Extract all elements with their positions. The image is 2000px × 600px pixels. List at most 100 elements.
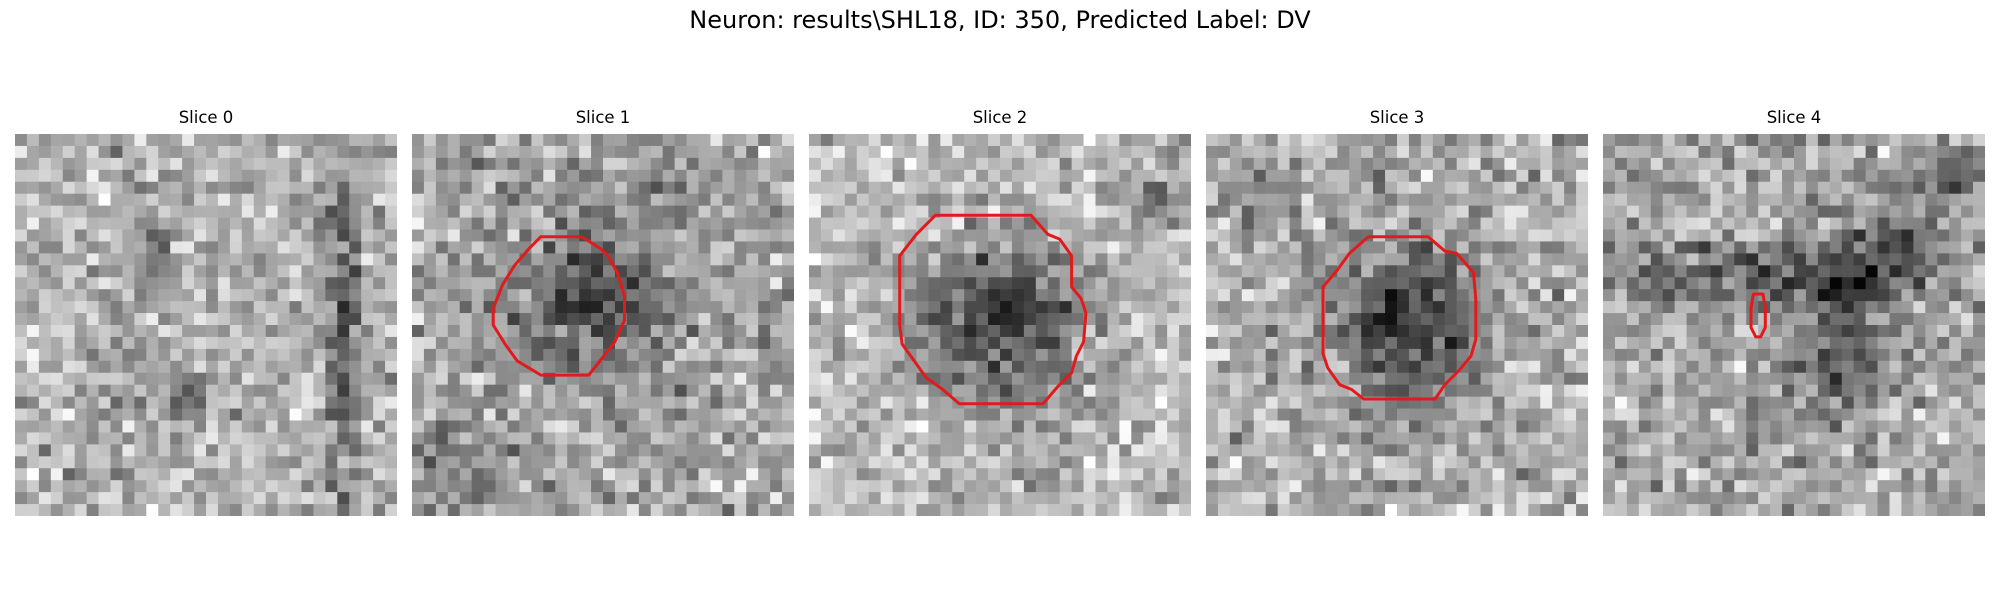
image-pixel	[62, 193, 76, 207]
image-pixel	[1253, 134, 1267, 147]
image-pixel	[146, 348, 159, 362]
image-pixel	[1492, 492, 1505, 505]
image-pixel	[964, 336, 977, 350]
image-pixel	[98, 492, 111, 505]
image-pixel	[1253, 396, 1267, 409]
image-pixel	[519, 301, 532, 314]
image-pixel	[1937, 229, 1950, 242]
image-pixel	[1734, 420, 1747, 433]
image-pixel	[1638, 217, 1652, 230]
image-pixel	[1638, 396, 1652, 409]
image-pixel	[1949, 145, 1962, 159]
image-pixel	[158, 193, 171, 207]
image-pixel	[868, 301, 882, 314]
image-pixel	[1877, 432, 1890, 445]
image-pixel	[1961, 336, 1974, 350]
image-pixel	[1000, 289, 1013, 302]
image-pixel	[1349, 134, 1362, 147]
image-pixel	[1516, 325, 1529, 338]
image-pixel	[650, 229, 664, 242]
image-pixel	[722, 134, 735, 147]
image-pixel	[26, 504, 40, 516]
image-pixel	[844, 313, 858, 326]
image-pixel	[1528, 301, 1541, 314]
image-pixel	[1420, 492, 1434, 505]
image-pixel	[277, 217, 290, 230]
image-pixel	[1734, 145, 1747, 159]
image-pixel	[722, 301, 735, 314]
image-pixel	[170, 157, 183, 171]
image-pixel	[86, 336, 99, 350]
image-pixel	[1480, 157, 1493, 171]
image-pixel	[435, 468, 449, 481]
image-pixel	[844, 205, 858, 218]
image-pixel	[1337, 420, 1350, 433]
image-pixel	[1095, 134, 1108, 147]
image-pixel	[964, 492, 977, 505]
image-pixel	[349, 480, 362, 493]
image-pixel	[1071, 325, 1084, 338]
image-pixel	[1349, 181, 1362, 195]
image-pixel	[722, 336, 735, 350]
image-pixel	[98, 348, 111, 362]
image-pixel	[507, 408, 520, 421]
image-pixel	[904, 313, 917, 326]
image-pixel	[1877, 313, 1890, 326]
image-pixel	[1889, 229, 1902, 242]
image-pixel	[1277, 504, 1290, 516]
image-pixel	[495, 492, 508, 505]
image-pixel	[746, 348, 759, 362]
slice-panel-0: Slice 0	[15, 104, 397, 530]
image-pixel	[194, 265, 207, 278]
image-pixel	[1686, 229, 1699, 242]
image-pixel	[1119, 372, 1132, 386]
image-pixel	[194, 169, 207, 183]
image-pixel	[1576, 325, 1588, 338]
image-pixel	[1143, 145, 1156, 159]
image-pixel	[734, 301, 747, 314]
image-pixel	[1746, 265, 1759, 278]
image-pixel	[1805, 420, 1819, 433]
image-pixel	[1662, 420, 1676, 433]
image-pixel	[289, 277, 302, 290]
image-pixel	[710, 217, 723, 230]
image-pixel	[856, 444, 870, 457]
image-pixel	[555, 456, 568, 469]
image-pixel	[1794, 456, 1807, 469]
image-pixel	[892, 408, 905, 421]
image-pixel	[1528, 336, 1541, 350]
image-pixel	[1241, 253, 1255, 266]
image-pixel	[1059, 325, 1073, 338]
image-pixel	[531, 492, 544, 505]
slice-title: Slice 4	[1766, 108, 1822, 127]
image-pixel	[832, 408, 846, 421]
image-pixel	[1107, 432, 1120, 445]
image-pixel	[1337, 325, 1350, 338]
image-pixel	[809, 504, 822, 516]
image-pixel	[904, 492, 917, 505]
image-pixel	[62, 468, 76, 481]
image-pixel	[1552, 277, 1565, 290]
image-pixel	[361, 420, 374, 433]
image-pixel	[1973, 241, 1985, 254]
image-pixel	[1361, 432, 1374, 445]
image-pixel	[182, 313, 195, 326]
image-pixel	[1492, 217, 1505, 230]
image-pixel	[50, 145, 64, 159]
image-pixel	[1083, 384, 1096, 398]
image-pixel	[1071, 384, 1084, 398]
image-pixel	[1937, 384, 1950, 398]
image-pixel	[1698, 253, 1711, 266]
image-pixel	[832, 468, 846, 481]
image-pixel	[1901, 169, 1914, 183]
image-pixel	[194, 134, 207, 147]
image-pixel	[158, 480, 171, 493]
image-pixel	[1385, 241, 1398, 254]
image-pixel	[134, 134, 147, 147]
image-pixel	[74, 456, 88, 469]
image-pixel	[940, 241, 953, 254]
image-pixel	[916, 325, 929, 338]
image-pixel	[1253, 504, 1267, 516]
image-pixel	[1853, 134, 1867, 147]
image-pixel	[638, 468, 652, 481]
